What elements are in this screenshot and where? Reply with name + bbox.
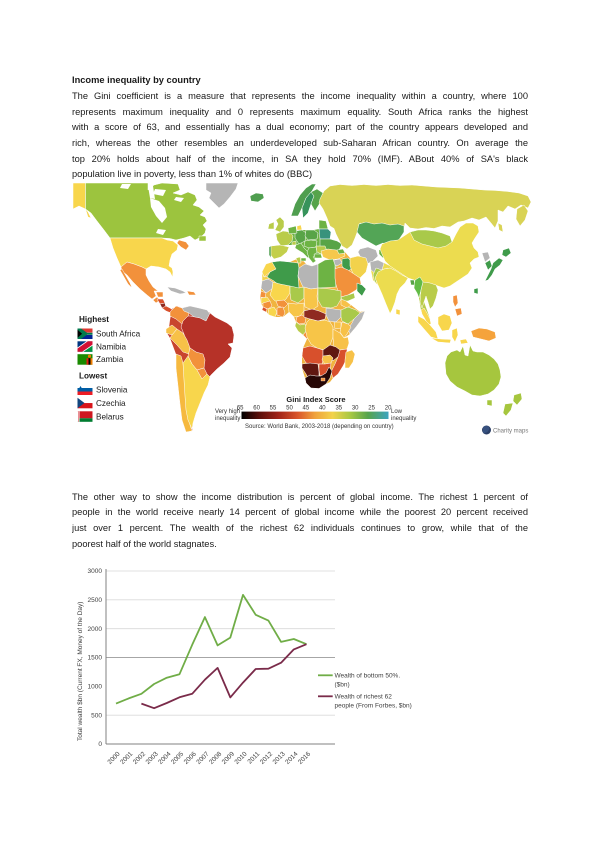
svg-text:25: 25 xyxy=(368,406,375,412)
svg-text:2001: 2001 xyxy=(119,750,134,765)
svg-text:45: 45 xyxy=(303,406,310,412)
svg-text:Lowest: Lowest xyxy=(79,371,107,380)
svg-text:40: 40 xyxy=(319,406,326,412)
svg-text:20: 20 xyxy=(385,406,392,412)
svg-text:Czechia: Czechia xyxy=(96,399,126,408)
svg-text:2010: 2010 xyxy=(233,750,248,765)
svg-text:inequality: inequality xyxy=(391,416,416,422)
svg-text:Wealth of bottom 50%.: Wealth of bottom 50%. xyxy=(335,673,401,680)
svg-text:2009: 2009 xyxy=(221,750,236,765)
svg-text:2012: 2012 xyxy=(259,750,274,765)
svg-text:South Africa: South Africa xyxy=(96,330,141,339)
svg-text:Belarus: Belarus xyxy=(96,412,124,421)
svg-text:2000: 2000 xyxy=(106,750,121,765)
svg-text:Namibia: Namibia xyxy=(96,342,126,351)
svg-text:30: 30 xyxy=(352,406,359,412)
svg-text:2007: 2007 xyxy=(195,750,210,765)
svg-text:2004: 2004 xyxy=(157,750,172,765)
svg-text:2000: 2000 xyxy=(88,626,103,633)
svg-text:people (From Forbes, $bn): people (From Forbes, $bn) xyxy=(335,703,412,710)
svg-text:2500: 2500 xyxy=(88,597,103,604)
svg-text:0: 0 xyxy=(98,741,102,748)
svg-text:Wealth of richest 62: Wealth of richest 62 xyxy=(335,694,393,701)
svg-text:Very high: Very high xyxy=(215,409,240,415)
svg-text:Source: World Bank, 2003-2018: Source: World Bank, 2003-2018 (depending… xyxy=(245,424,394,430)
svg-text:Slovenia: Slovenia xyxy=(96,386,128,395)
svg-text:inequality: inequality xyxy=(215,416,240,422)
svg-text:2016: 2016 xyxy=(297,750,312,765)
svg-text:2013: 2013 xyxy=(272,750,287,765)
svg-text:50: 50 xyxy=(286,406,293,412)
svg-text:500: 500 xyxy=(91,712,102,719)
svg-text:2002: 2002 xyxy=(132,750,147,765)
svg-text:2008: 2008 xyxy=(208,750,223,765)
svg-text:Gini Index Score: Gini Index Score xyxy=(286,395,345,404)
svg-text:Low: Low xyxy=(391,409,403,415)
svg-text:Highest: Highest xyxy=(79,315,109,324)
svg-text:2011: 2011 xyxy=(247,750,262,765)
svg-text:35: 35 xyxy=(335,406,342,412)
svg-text:Charity maps: Charity maps xyxy=(493,429,528,435)
svg-text:1000: 1000 xyxy=(88,684,103,691)
svg-text:2005: 2005 xyxy=(170,750,185,765)
svg-text:2003: 2003 xyxy=(145,750,160,765)
svg-text:Total wealth $bn (Current FX,: Total wealth $bn (Current FX, Money of t… xyxy=(77,602,84,741)
svg-text:55: 55 xyxy=(270,406,277,412)
svg-text:1500: 1500 xyxy=(88,655,103,662)
svg-text:3000: 3000 xyxy=(88,568,103,575)
svg-text:2006: 2006 xyxy=(183,750,198,765)
svg-text:65: 65 xyxy=(237,406,244,412)
svg-text:2014: 2014 xyxy=(284,750,299,765)
svg-text:($bn): ($bn) xyxy=(335,682,350,689)
svg-text:60: 60 xyxy=(253,406,260,412)
svg-text:Zambia: Zambia xyxy=(96,355,124,364)
